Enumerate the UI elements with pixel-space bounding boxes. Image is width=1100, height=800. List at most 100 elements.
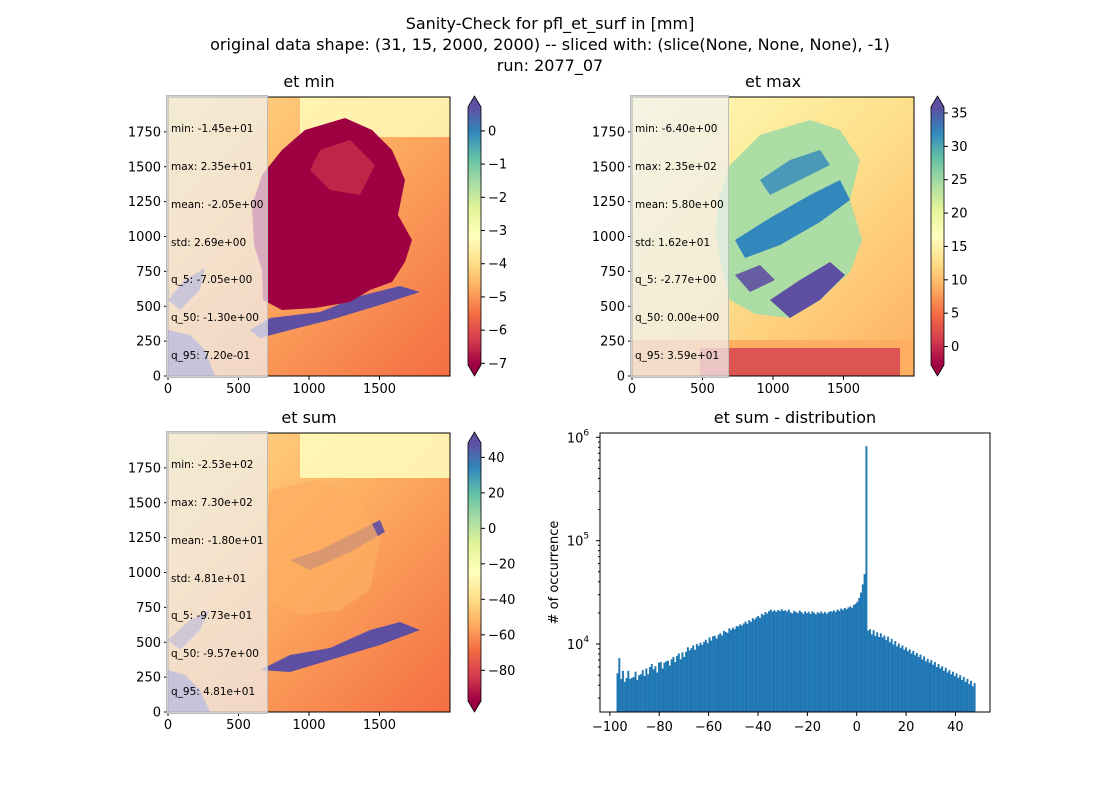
panel-title-distribution: et sum - distribution [713,408,877,427]
histogram-bar [850,607,853,712]
stat-line: max: 7.30e+02 [171,496,253,509]
colorbar-tick-label: 0 [488,522,496,537]
histogram-bar [831,611,834,712]
x-tick-label: 40 [947,720,964,735]
x-tick-label: 0 [164,718,172,733]
figure-title-line-1: Sanity-Check for pfl_et_surf in [mm] [405,14,695,33]
histogram-bar [917,656,920,712]
y-tick-label: 1000 [128,230,161,245]
y-tick-label: 105 [567,532,589,550]
histogram-bar [632,676,635,712]
histogram-bar [710,640,713,712]
histogram-bar [892,644,895,712]
y-tick-label: 250 [136,671,161,686]
histogram-bar [959,675,962,712]
histogram-bar [676,655,679,712]
histogram-bar [885,640,888,712]
histogram-bar [800,612,803,712]
x-tick-label: 1000 [292,718,325,733]
y-tick-label: 750 [136,265,161,280]
histogram-bar [957,677,960,712]
histogram-bar [744,621,747,712]
histogram-bar [928,662,931,712]
histogram-bar [685,651,688,712]
stat-line: mean: 5.80e+00 [635,198,724,211]
histogram-bar [852,605,855,712]
histogram-bar [668,665,671,712]
histogram-bar [883,635,886,712]
histogram-bar [775,611,778,712]
stat-line: min: -1.45e+01 [171,123,254,136]
histogram-bar [701,644,704,712]
y-tick-label: 500 [136,300,161,315]
histogram-bar [932,664,935,712]
histogram-bar [692,645,695,712]
histogram-bar [722,630,725,712]
histogram-bar [879,633,882,712]
histogram-bar [695,644,698,712]
colorbar-tick-label: −7 [488,357,507,372]
histogram-bar [908,649,911,712]
colorbar-tick-label: −4 [488,257,507,272]
histogram-bar [897,643,900,712]
panel-title-et-sum: et sum [281,408,337,427]
x-tick-label: 1000 [756,382,789,397]
histogram-bar [740,625,743,712]
histogram-bar [773,610,776,712]
histogram-bar [643,676,646,712]
histogram-bar [861,584,864,712]
histogram-bar [910,653,913,712]
axes-et-sum: 0 500 1000 1500 0 250 500 750 1000 1250 1500 1750 [128,432,451,733]
colorbar-tick-label: 0 [951,340,959,355]
histogram-bar [733,629,736,712]
histogram-bar [915,652,918,712]
histogram-bar [813,612,816,712]
histogram-bar [670,659,673,712]
histogram-bar [694,649,697,712]
colorbar-tick-label: −3 [488,224,507,239]
histogram-bar [786,611,789,712]
histogram-bar [636,679,639,712]
histogram-bar [820,611,823,712]
histogram-bar [623,681,626,712]
histogram-bar [683,656,686,712]
histogram-bar [937,664,940,712]
stat-line: q_50: 0.00e+00 [635,312,720,325]
stat-line: q_95: 4.81e+01 [171,685,256,698]
x-tick-label: −60 [695,720,722,735]
colorbar-tick-label: −20 [488,557,515,572]
colorbar-outline [467,431,482,713]
x-tick-label: −20 [794,720,821,735]
panel-title-et-max: et max [744,72,802,91]
y-tick-label: 750 [136,601,161,616]
y-tick-label: 1500 [592,160,625,175]
histogram-bar [829,611,832,712]
x-tick-label: 1500 [363,718,396,733]
histogram-bar [674,662,677,712]
histogram-bar [784,610,787,712]
colorbar-et-sum: 40 20 0 −20 −40 −60 −80 [467,431,515,713]
histogram-bar [706,643,709,712]
colorbar-tick-label: −6 [488,324,507,339]
histogram-bar [941,666,944,712]
y-tick-label: 1500 [128,160,161,175]
y-tick-label: 1250 [128,531,161,546]
heatmap-area-alps [260,622,420,672]
y-tick-label: 1500 [128,496,161,511]
x-tick-label: 0 [164,382,172,397]
histogram-bar [679,659,682,712]
histogram-bar [836,609,839,712]
histogram-bar [704,639,707,712]
histogram-bar [964,681,967,712]
colorbar-tick-label: 25 [951,173,968,188]
histogram-bar [921,659,924,712]
y-tick-label: 104 [567,635,590,653]
x-tick-label: −100 [592,720,628,735]
histogram-bar [926,658,929,712]
histogram-bar [827,612,830,712]
histogram-bar [841,609,844,712]
histogram-bar [795,612,798,712]
x-tick-label: 1500 [827,382,860,397]
histogram-bar [865,446,868,712]
y-tick-label: 0 [153,706,161,721]
